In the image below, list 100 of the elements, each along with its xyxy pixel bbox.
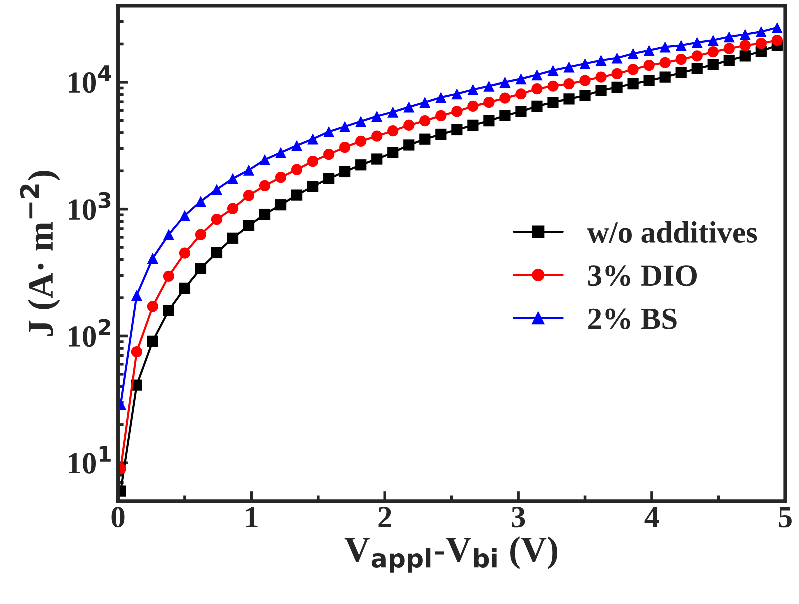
y-axis-title: J (A· m$^{−2}$) bbox=[20, 171, 61, 336]
x-tick-label: 1 bbox=[246, 507, 258, 528]
point bbox=[628, 78, 639, 90]
point bbox=[596, 85, 607, 96]
point bbox=[291, 140, 303, 152]
point bbox=[564, 78, 575, 90]
point bbox=[660, 42, 671, 53]
point bbox=[692, 37, 703, 48]
point bbox=[580, 58, 591, 70]
point bbox=[324, 173, 335, 184]
point bbox=[468, 84, 479, 96]
point bbox=[195, 229, 207, 240]
point bbox=[484, 80, 495, 92]
point bbox=[644, 45, 655, 56]
point bbox=[227, 173, 239, 184]
x-tick-label: 2 bbox=[378, 507, 392, 528]
point bbox=[564, 62, 575, 73]
point bbox=[532, 100, 543, 112]
point bbox=[195, 196, 207, 208]
point bbox=[468, 120, 479, 132]
point bbox=[628, 48, 639, 60]
point bbox=[724, 43, 735, 54]
point bbox=[516, 74, 527, 85]
point bbox=[388, 147, 399, 158]
point bbox=[308, 156, 319, 168]
point bbox=[147, 336, 158, 347]
point bbox=[243, 190, 255, 202]
point bbox=[676, 40, 687, 52]
point bbox=[308, 134, 319, 145]
point bbox=[740, 29, 751, 40]
point bbox=[420, 134, 431, 145]
point bbox=[163, 305, 175, 316]
x-tick-label: 5 bbox=[779, 507, 792, 528]
point bbox=[548, 80, 559, 92]
point bbox=[420, 97, 431, 108]
point bbox=[612, 82, 623, 93]
point bbox=[596, 72, 607, 83]
point bbox=[275, 147, 287, 158]
x-axis-title: V$_{appl}$-V$_{bi}$ (V) bbox=[344, 536, 558, 573]
point bbox=[147, 301, 158, 312]
point bbox=[532, 69, 543, 81]
point bbox=[324, 126, 335, 138]
point bbox=[580, 90, 591, 102]
point bbox=[772, 34, 783, 46]
point bbox=[596, 55, 607, 66]
point bbox=[147, 252, 158, 264]
point bbox=[500, 110, 511, 122]
point bbox=[275, 200, 287, 211]
point bbox=[548, 97, 559, 108]
point bbox=[356, 160, 367, 171]
y-tick-label: 10$^{4}$ bbox=[69, 66, 112, 94]
point bbox=[692, 50, 703, 62]
point bbox=[340, 166, 351, 178]
point bbox=[163, 270, 175, 282]
point bbox=[388, 125, 399, 137]
point bbox=[724, 31, 735, 43]
point bbox=[227, 203, 239, 214]
point bbox=[131, 290, 142, 302]
point bbox=[580, 75, 591, 86]
point bbox=[436, 128, 447, 140]
point bbox=[484, 97, 495, 108]
point bbox=[131, 346, 142, 358]
point bbox=[340, 142, 351, 154]
point bbox=[324, 149, 335, 160]
point bbox=[356, 136, 367, 147]
point bbox=[708, 46, 719, 58]
point bbox=[388, 106, 399, 118]
point bbox=[628, 64, 639, 76]
point bbox=[740, 40, 751, 52]
point bbox=[340, 121, 351, 132]
point bbox=[243, 164, 255, 176]
x-tick-label: 4 bbox=[644, 507, 660, 528]
point bbox=[452, 88, 463, 100]
point bbox=[724, 55, 735, 66]
point bbox=[356, 116, 367, 128]
y-tick-label: 10$^{1}$ bbox=[69, 446, 111, 474]
point bbox=[452, 106, 463, 118]
x-tick-label: 3 bbox=[512, 507, 526, 528]
point bbox=[660, 57, 671, 68]
point bbox=[516, 88, 527, 100]
point bbox=[612, 68, 623, 80]
point bbox=[436, 110, 447, 122]
point bbox=[500, 76, 511, 88]
point bbox=[516, 106, 527, 118]
y-tick-label: 10$^{3}$ bbox=[69, 192, 111, 220]
point bbox=[500, 92, 511, 104]
y-tick-label: 10$^{2}$ bbox=[69, 319, 111, 348]
point bbox=[548, 65, 559, 76]
point bbox=[227, 232, 239, 244]
point bbox=[291, 190, 303, 201]
point bbox=[676, 54, 687, 66]
point bbox=[756, 26, 767, 38]
point bbox=[404, 140, 415, 151]
point bbox=[179, 210, 191, 222]
point bbox=[644, 75, 655, 86]
point bbox=[372, 110, 383, 122]
legend-label: 2% BS bbox=[588, 308, 677, 330]
point bbox=[740, 50, 751, 62]
point bbox=[708, 59, 719, 70]
point bbox=[468, 100, 479, 112]
